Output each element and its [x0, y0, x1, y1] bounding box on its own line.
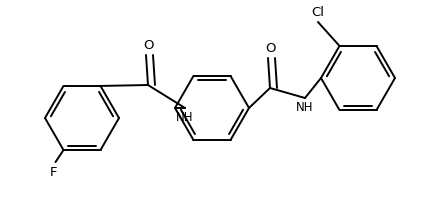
Text: F: F: [50, 166, 57, 179]
Text: Cl: Cl: [312, 6, 324, 19]
Text: O: O: [266, 42, 276, 55]
Text: NH: NH: [176, 111, 194, 124]
Text: O: O: [144, 39, 154, 52]
Text: NH: NH: [296, 101, 314, 114]
